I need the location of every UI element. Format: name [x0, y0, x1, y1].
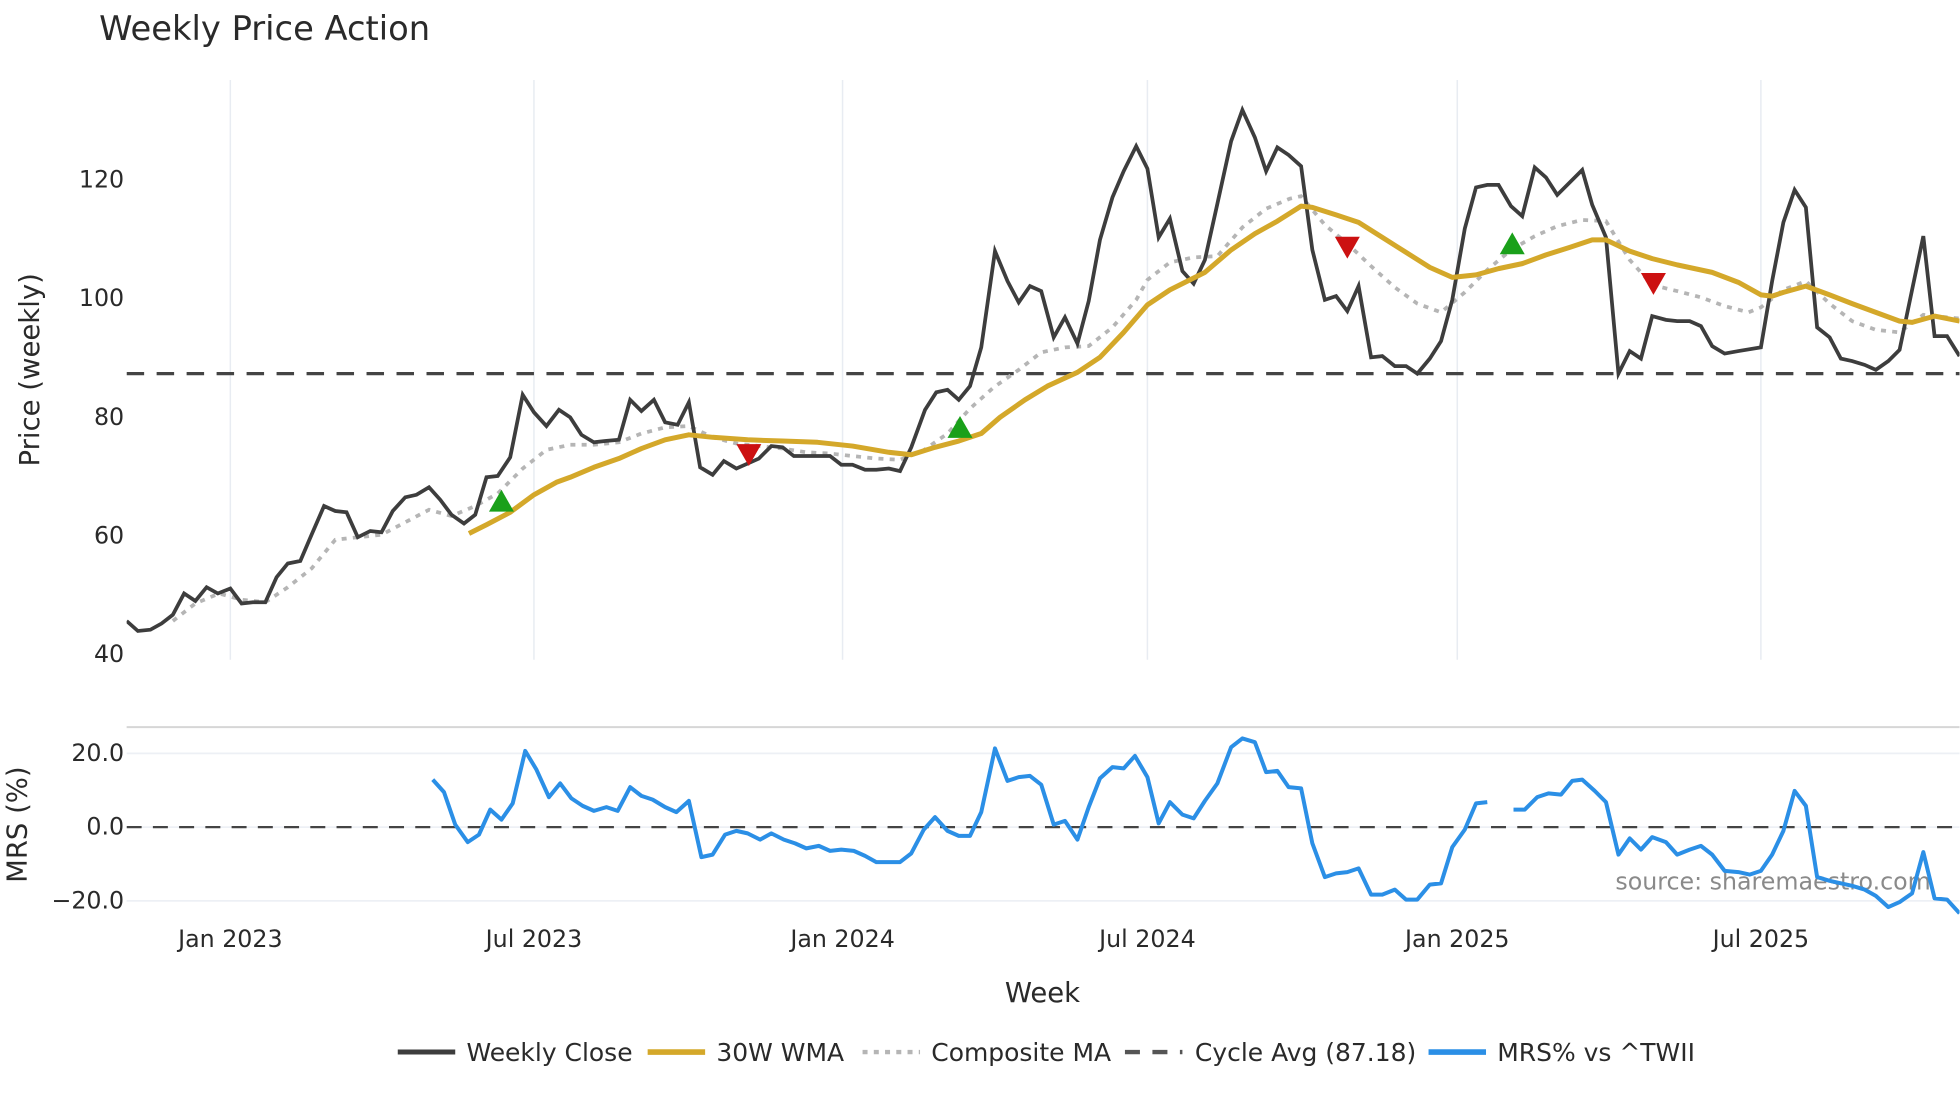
- legend-label-composite-ma: Composite MA: [931, 1038, 1111, 1067]
- mrs-y-axis: 20.0 0.0 −20.0 MRS (%): [2, 739, 124, 914]
- signal-markers: [488, 232, 1666, 512]
- price-axis-title: Price (weekly): [14, 273, 46, 466]
- price-y-axis: 120 100 80 60 40 Price (weekly): [14, 165, 124, 668]
- y-tick-60: 60: [94, 522, 124, 550]
- y-tick-80: 80: [94, 403, 124, 431]
- mrs-line-segment: [431, 736, 1488, 902]
- x-tick-jul-2023: Jul 2023: [484, 925, 583, 953]
- price-plot-area: [126, 104, 1960, 633]
- sell-signal-icon: [1334, 236, 1360, 259]
- x-axis: Jan 2023 Jul 2023 Jan 2024 Jul 2024 Jan …: [176, 925, 1809, 1009]
- mrs-tick-minus-20: −20.0: [51, 886, 124, 914]
- weekly-close-line: [126, 104, 1960, 633]
- buy-signal-icon: [947, 416, 973, 438]
- mrs-tick-20: 20.0: [71, 739, 124, 767]
- x-tick-jul-2025: Jul 2025: [1711, 925, 1810, 953]
- legend-item-mrs[interactable]: MRS% vs ^TWII: [1428, 1038, 1695, 1067]
- legend-label-cycle-avg: Cycle Avg (87.18): [1195, 1038, 1416, 1067]
- y-tick-40: 40: [94, 640, 124, 668]
- legend-label-weekly-close: Weekly Close: [466, 1038, 632, 1067]
- mrs-tick-0: 0.0: [86, 813, 124, 841]
- y-tick-100: 100: [79, 284, 124, 312]
- y-tick-120: 120: [79, 165, 124, 193]
- buy-signal-icon: [488, 489, 514, 512]
- legend-item-composite-ma[interactable]: Composite MA: [862, 1038, 1112, 1067]
- x-tick-jan-2023: Jan 2023: [176, 925, 282, 953]
- price-gridlines: [229, 79, 1762, 660]
- legend-label-mrs: MRS% vs ^TWII: [1497, 1038, 1695, 1067]
- composite-ma-line: [171, 194, 1960, 623]
- sell-signal-icon: [1640, 273, 1666, 295]
- chart-title: Weekly Price Action: [99, 9, 430, 48]
- wma-30w-line: [467, 203, 1960, 536]
- sell-signal-icon: [736, 444, 762, 467]
- legend-label-30w-wma: 30W WMA: [716, 1038, 844, 1067]
- source-note: source: sharemaestro.com: [1615, 868, 1930, 896]
- mrs-line: [431, 736, 1960, 915]
- x-tick-jan-2025: Jan 2025: [1403, 925, 1509, 953]
- x-axis-title: Week: [1005, 977, 1080, 1009]
- x-tick-jan-2024: Jan 2024: [788, 925, 894, 953]
- mrs-line-segment: [1513, 777, 1960, 915]
- buy-signal-icon: [1499, 232, 1525, 255]
- mrs-axis-title: MRS (%): [2, 766, 34, 883]
- legend-item-weekly-close[interactable]: Weekly Close: [397, 1038, 633, 1067]
- x-tick-jul-2024: Jul 2024: [1097, 925, 1196, 953]
- legend: Weekly Close 30W WMA Composite MA Cycle …: [397, 1038, 1695, 1067]
- mrs-plot-area: [126, 736, 1960, 915]
- legend-item-cycle-avg[interactable]: Cycle Avg (87.18): [1124, 1038, 1416, 1067]
- legend-item-30w-wma[interactable]: 30W WMA: [647, 1038, 844, 1067]
